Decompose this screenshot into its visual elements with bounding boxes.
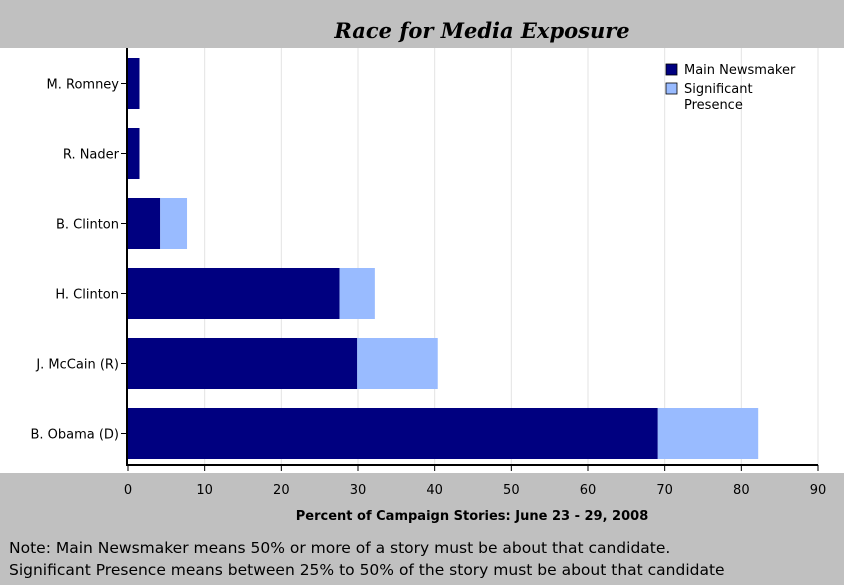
x-tick-label: 50 [503,483,520,498]
y-tick-label: R. Nader [63,148,120,163]
bar-main-newsmaker [128,58,140,109]
x-axis-ticks: 0 10 20 30 40 50 60 70 80 90 [124,465,826,498]
bar-significant-presence [357,338,438,389]
x-tick-label: 20 [273,483,290,498]
y-tick-label: J. McCain (R) [35,358,119,373]
x-tick-label: 40 [426,483,443,498]
bar-significant-presence [657,408,759,459]
x-tick-label: 10 [196,483,213,498]
bar-main-newsmaker [128,338,358,389]
x-tick-label: 30 [350,483,367,498]
legend-swatch [665,63,678,76]
legend-label: Presence [684,98,743,113]
gridlines [204,48,819,465]
y-tick-label: B. Obama (D) [30,428,119,443]
bars [128,58,759,459]
legend-label: Main Newsmaker [684,63,796,78]
x-tick-label: 60 [580,483,597,498]
bar-significant-presence [339,268,375,319]
y-tick-label: H. Clinton [55,288,119,303]
bar-main-newsmaker [128,268,340,319]
x-tick-label: 90 [810,483,827,498]
chart-title: Race for Media Exposure [333,18,629,43]
x-tick-label: 80 [733,483,750,498]
x-tick-label: 70 [656,483,673,498]
note-line-2: Significant Presence means between 25% t… [9,561,725,579]
x-tick-label: 0 [124,483,132,498]
note-line-1: Note: Main Newsmaker means 50% or more o… [9,539,670,557]
y-tick-label: B. Clinton [56,218,119,233]
plot-panel [0,48,844,473]
bar-main-newsmaker [128,198,161,249]
bar-main-newsmaker [128,408,658,459]
legend-swatch [665,82,678,95]
y-tick-label: M. Romney [47,78,120,93]
bar-significant-presence [160,198,188,249]
y-axis-ticks: M. Romney R. Nader B. Clinton H. Clinton J. … [30,78,127,443]
bar-main-newsmaker [128,128,140,179]
legend-label: Significant [684,82,753,97]
x-axis-title: Percent of Campaign Stories: June 23 - 2… [296,509,649,524]
